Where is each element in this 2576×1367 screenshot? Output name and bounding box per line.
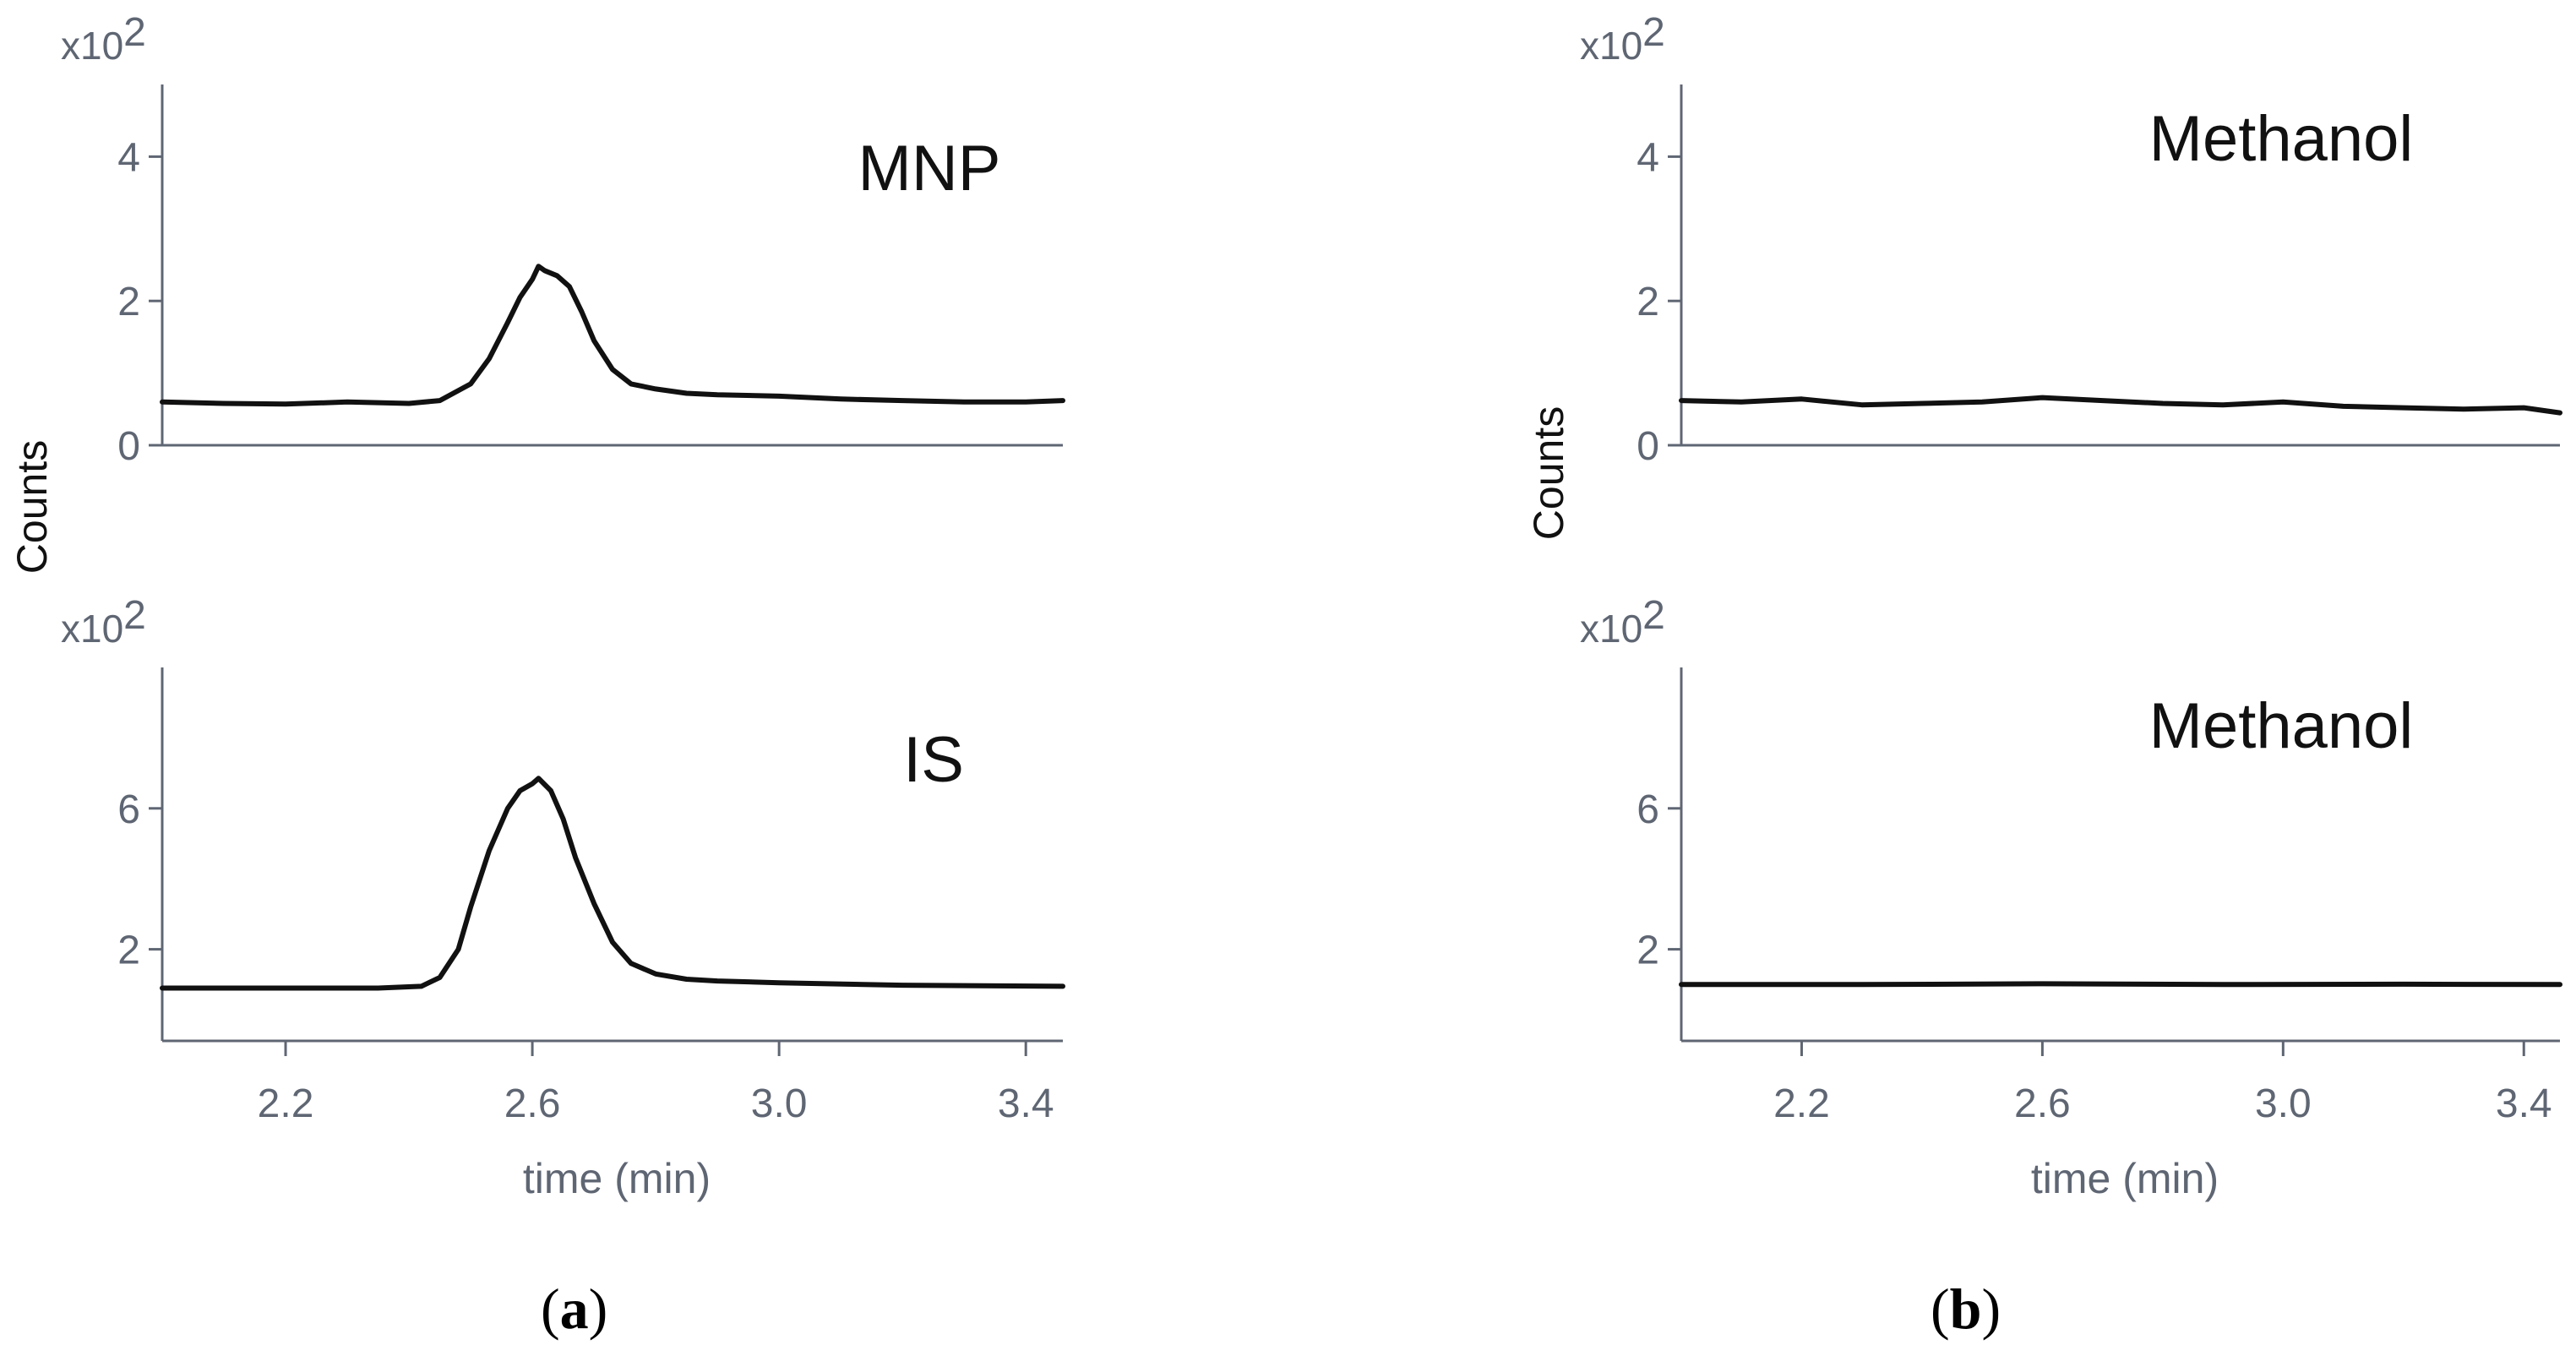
- x-tick-label: 2.2: [1773, 1081, 1830, 1126]
- y-axis-label: Counts: [1525, 406, 1572, 540]
- y-tick-label: 2: [1637, 929, 1659, 973]
- chromatogram-trace: [1679, 981, 2562, 988]
- chromatogram-trace: [160, 264, 1065, 407]
- axis-multiplier-exponent: 2: [1642, 10, 1665, 55]
- chart-title: IS: [903, 724, 964, 796]
- axis-multiplier: x102: [61, 593, 146, 651]
- panel-label-b: (b): [1931, 1277, 2001, 1341]
- axis-multiplier: x102: [1580, 593, 1665, 651]
- axis-multiplier-exponent: 2: [123, 593, 146, 638]
- axis-multiplier: x102: [1580, 10, 1665, 68]
- x-tick-label: 2.2: [258, 1081, 314, 1126]
- y-tick-label: 2: [117, 280, 140, 324]
- y-tick-label: 4: [1637, 135, 1659, 180]
- y-tick-label: 6: [1637, 787, 1659, 832]
- axis-multiplier-exponent: 2: [1642, 593, 1665, 638]
- chart-a-top: 0 2 4 x102 MNP Counts: [8, 10, 1065, 574]
- x-tick-label: 3.4: [998, 1081, 1054, 1126]
- chart-title: Methanol: [2149, 103, 2414, 175]
- chromatogram-trace: [1679, 395, 2562, 416]
- y-tick-label: 2: [117, 929, 140, 973]
- x-tick-label: 2.6: [504, 1081, 561, 1126]
- y-axis-label: Counts: [8, 440, 56, 574]
- axis-multiplier-exponent: 2: [123, 10, 146, 55]
- x-tick-label: 3.0: [751, 1081, 808, 1126]
- chart-title: MNP: [858, 133, 1001, 204]
- y-tick-label: 2: [1637, 280, 1659, 324]
- chart-b-top: 0 2 4 x102 Methanol Counts: [1525, 10, 2562, 540]
- y-tick-label: 0: [117, 424, 140, 469]
- chromatogram-trace: [160, 776, 1065, 991]
- y-tick-label: 4: [117, 135, 140, 180]
- x-tick-label: 2.6: [2014, 1081, 2071, 1126]
- chart-title: Methanol: [2149, 690, 2414, 762]
- x-axis-label: time (min): [523, 1155, 711, 1202]
- y-tick-label: 6: [117, 787, 140, 832]
- chart-a-bottom: 2 6 2.2 2.6 3.0 3.4 x102 IS time (min): [61, 593, 1065, 1202]
- x-tick-label: 3.4: [2496, 1081, 2552, 1126]
- panel-label-a: (a): [541, 1277, 608, 1341]
- axis-multiplier: x102: [61, 10, 146, 68]
- y-tick-label: 0: [1637, 424, 1659, 469]
- chart-b-bottom: 2 6 2.2 2.6 3.0 3.4 x102 Methanol time (min): [1580, 593, 2562, 1202]
- x-tick-label: 3.0: [2255, 1081, 2312, 1126]
- x-axis-label: time (min): [2031, 1155, 2219, 1202]
